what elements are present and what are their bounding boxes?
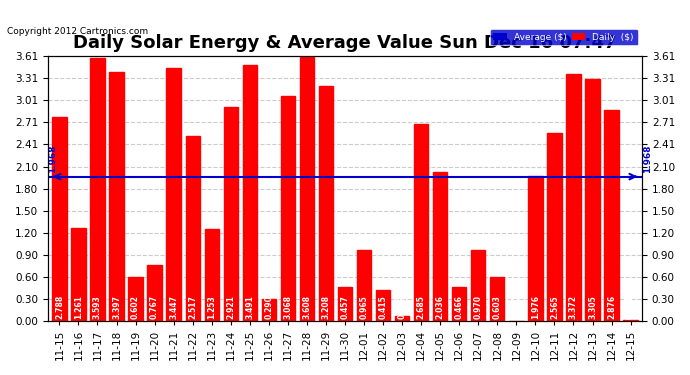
Text: 0.603: 0.603 [493, 296, 502, 319]
Bar [186, 136, 200, 321]
Text: 3.208: 3.208 [322, 295, 331, 319]
Bar [490, 277, 504, 321]
Text: 1.261: 1.261 [74, 296, 83, 319]
Text: 2.565: 2.565 [550, 296, 559, 319]
Bar [604, 110, 619, 321]
Bar [376, 290, 391, 321]
Text: 0.767: 0.767 [150, 295, 159, 319]
Bar [52, 117, 66, 321]
Bar [566, 74, 580, 321]
Bar [585, 79, 600, 321]
Text: 0.602: 0.602 [131, 296, 140, 319]
Text: 0.011: 0.011 [626, 296, 635, 319]
Text: 2.921: 2.921 [226, 296, 235, 319]
Bar [166, 68, 181, 321]
Text: 1.976: 1.976 [531, 295, 540, 319]
Bar [319, 86, 333, 321]
Bar [243, 65, 257, 321]
Bar [204, 229, 219, 321]
Text: 3.305: 3.305 [588, 296, 597, 319]
Text: 0.466: 0.466 [455, 296, 464, 319]
Bar [547, 133, 562, 321]
Bar [71, 228, 86, 321]
Text: 2.788: 2.788 [55, 295, 64, 319]
Bar [452, 286, 466, 321]
Text: 3.608: 3.608 [302, 295, 311, 319]
Text: 3.491: 3.491 [246, 296, 255, 319]
Text: 2.036: 2.036 [435, 296, 444, 319]
Text: 0.415: 0.415 [379, 296, 388, 319]
Text: 3.372: 3.372 [569, 295, 578, 319]
Bar [110, 72, 124, 321]
Text: 3.068: 3.068 [284, 295, 293, 319]
Bar [338, 287, 352, 321]
Text: 0.965: 0.965 [359, 296, 368, 319]
Text: 1.968: 1.968 [48, 144, 57, 173]
Title: Daily Solar Energy & Average Value Sun Dec 16 07:47: Daily Solar Energy & Average Value Sun D… [73, 34, 617, 52]
Text: 0.457: 0.457 [340, 296, 350, 319]
Bar [395, 316, 409, 321]
Bar [414, 124, 428, 321]
Text: 3.593: 3.593 [93, 296, 102, 319]
Text: 1.253: 1.253 [207, 296, 216, 319]
Text: 2.517: 2.517 [188, 296, 197, 319]
Text: 1.968: 1.968 [643, 144, 652, 173]
Text: 2.685: 2.685 [417, 296, 426, 319]
Bar [471, 250, 486, 321]
Text: 3.447: 3.447 [169, 295, 178, 319]
Bar [90, 58, 105, 321]
Bar [262, 300, 276, 321]
Bar [433, 172, 447, 321]
Bar [224, 107, 238, 321]
Text: 0.970: 0.970 [474, 295, 483, 319]
Bar [529, 176, 542, 321]
Bar [299, 57, 314, 321]
Text: 0.290: 0.290 [264, 296, 273, 319]
Bar [148, 264, 161, 321]
Text: 2.876: 2.876 [607, 295, 616, 319]
Legend: Average ($), Daily  ($): Average ($), Daily ($) [490, 29, 638, 45]
Bar [357, 250, 371, 321]
Bar [281, 96, 295, 321]
Bar [624, 320, 638, 321]
Bar [128, 277, 143, 321]
Text: 0.000: 0.000 [512, 296, 521, 319]
Text: 3.397: 3.397 [112, 295, 121, 319]
Text: 0.069: 0.069 [397, 296, 406, 319]
Text: Copyright 2012 Cartronics.com: Copyright 2012 Cartronics.com [7, 27, 148, 36]
